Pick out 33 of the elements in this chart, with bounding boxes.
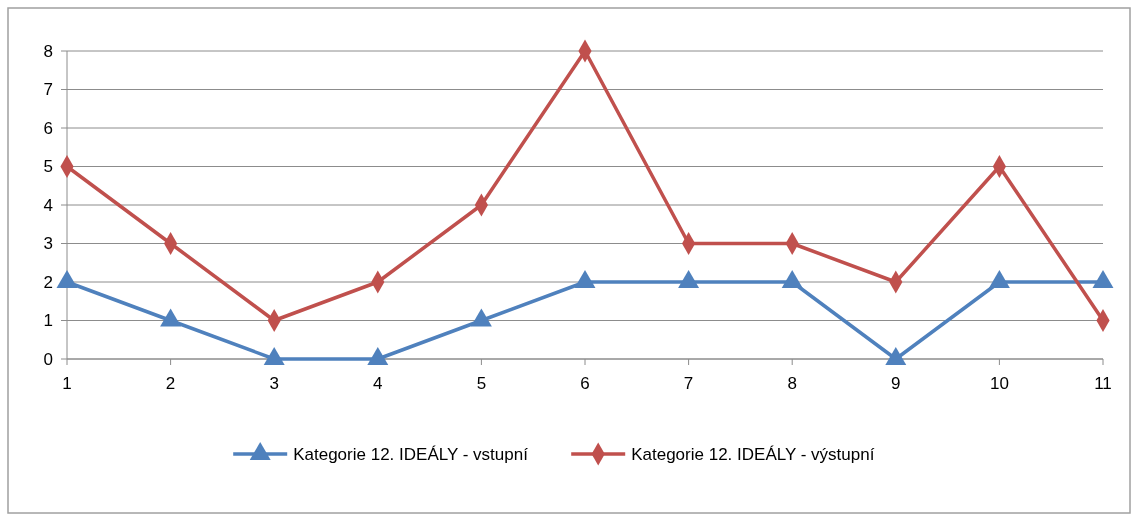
y-tick-label: 7 [43, 80, 53, 100]
x-tick-label: 1 [62, 374, 72, 393]
y-tick-label: 4 [43, 195, 53, 215]
x-tick-label: 3 [269, 374, 279, 393]
point [56, 269, 78, 289]
x-tick-label: 4 [373, 374, 383, 393]
x-tick-label: 7 [683, 374, 694, 393]
y-tick-label: 2 [43, 272, 53, 292]
y-tick-label: 3 [43, 234, 53, 254]
y-tick-label: 0 [43, 349, 53, 369]
legend-label: Kategorie 12. IDEÁLY - vstupní [293, 444, 529, 464]
y-tick-label: 8 [43, 41, 53, 61]
point [574, 269, 596, 289]
legend-label: Kategorie 12. IDEÁLY - výstupní [631, 444, 875, 464]
x-tick-label: 11 [1094, 374, 1112, 393]
y-tick-label: 5 [43, 157, 53, 177]
point [470, 308, 492, 327]
point [988, 269, 1010, 289]
y-tick-label: 6 [43, 118, 53, 138]
x-tick-label: 9 [891, 374, 901, 393]
point [160, 308, 182, 327]
x-tick-label: 2 [165, 374, 176, 393]
point [1092, 269, 1114, 289]
point [885, 346, 907, 366]
x-tick-label: 6 [580, 374, 590, 393]
y-tick-label: 1 [43, 311, 53, 331]
point [781, 269, 803, 289]
x-tick-label: 8 [787, 374, 797, 393]
x-tick-label: 10 [989, 374, 1009, 393]
point [263, 346, 285, 366]
point [367, 346, 389, 366]
x-tick-label: 5 [476, 374, 487, 393]
point [678, 269, 700, 289]
